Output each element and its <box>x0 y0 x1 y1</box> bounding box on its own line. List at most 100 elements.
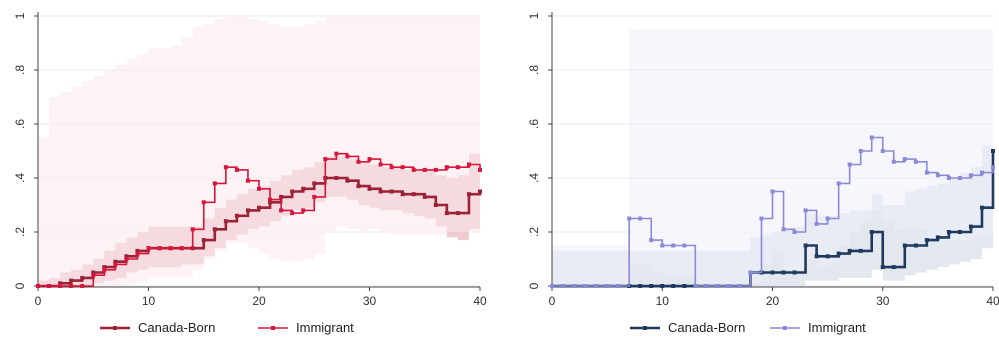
x-tick-label: 40 <box>986 294 999 308</box>
x-tick-label: 0 <box>35 294 42 308</box>
data-point-immigrant <box>550 284 554 288</box>
data-point-immigrant <box>466 162 471 167</box>
legend-marker <box>271 326 275 330</box>
y-tick-label: 1 <box>527 12 541 19</box>
legend-item-canada-born: Canada-Born <box>100 320 215 335</box>
data-point-immigrant <box>455 165 460 170</box>
data-point-canada-born <box>290 189 295 194</box>
legend-label: Immigrant <box>296 320 354 335</box>
data-point-canada-born <box>902 243 907 248</box>
data-point-immigrant <box>411 167 416 172</box>
data-point-immigrant <box>693 284 698 288</box>
data-point-immigrant <box>935 173 940 178</box>
data-point-immigrant <box>880 149 885 153</box>
legend-item-immigrant: Immigrant <box>258 320 354 335</box>
legend-item-immigrant: Immigrant <box>770 320 866 335</box>
ci-band-immigrant <box>552 29 993 286</box>
data-point-immigrant <box>858 149 863 153</box>
data-point-canada-born <box>367 186 372 191</box>
data-point-canada-born <box>411 192 416 197</box>
data-point-immigrant <box>279 208 284 213</box>
data-point-immigrant <box>715 284 720 288</box>
data-point-immigrant <box>991 165 995 170</box>
data-point-canada-born <box>991 149 995 153</box>
data-point-canada-born <box>389 189 394 194</box>
data-point-canada-born <box>891 265 896 270</box>
data-point-canada-born <box>124 254 129 259</box>
ci-band-immigrant <box>38 16 480 286</box>
data-point-immigrant <box>378 162 383 167</box>
data-point-immigrant <box>968 173 973 178</box>
legend-marker <box>643 326 647 330</box>
data-point-canada-born <box>836 251 841 256</box>
y-tick-label: 1 <box>13 12 27 19</box>
data-point-canada-born <box>660 284 665 288</box>
data-point-canada-born <box>803 243 808 248</box>
data-point-immigrant <box>102 267 107 272</box>
data-point-immigrant <box>660 243 665 248</box>
data-point-canada-born <box>201 238 206 243</box>
data-point-canada-born <box>825 254 830 259</box>
data-point-canada-born <box>91 270 96 275</box>
x-tick-label: 10 <box>142 294 156 308</box>
data-point-canada-born <box>223 219 228 224</box>
x-tick-label: 20 <box>766 294 780 308</box>
data-point-immigrant <box>356 159 361 164</box>
data-point-immigrant <box>946 176 951 180</box>
data-point-immigrant <box>367 157 372 162</box>
legend-label: Immigrant <box>808 320 866 335</box>
data-point-canada-born <box>792 270 797 275</box>
data-point-immigrant <box>649 238 654 243</box>
data-point-immigrant <box>924 170 929 175</box>
data-point-canada-born <box>968 224 973 229</box>
data-point-immigrant <box>400 165 405 170</box>
legend-item-canada-born: Canada-Born <box>630 320 745 335</box>
y-tick-label: 0 <box>13 282 27 289</box>
data-point-immigrant <box>814 221 819 226</box>
data-point-immigrant <box>47 284 52 288</box>
data-point-immigrant <box>245 178 250 183</box>
data-point-canada-born <box>113 259 118 264</box>
data-point-immigrant <box>902 157 907 162</box>
data-point-immigrant <box>803 208 808 213</box>
x-tick-label: 10 <box>656 294 670 308</box>
data-point-canada-born <box>444 211 449 216</box>
data-point-canada-born <box>80 275 85 280</box>
y-tick-label: .6 <box>527 119 541 129</box>
data-point-canada-born <box>638 284 643 288</box>
data-point-immigrant <box>422 167 427 172</box>
data-point-immigrant <box>444 165 449 170</box>
data-point-canada-born <box>378 189 383 194</box>
data-point-canada-born <box>234 213 239 218</box>
data-point-canada-born <box>478 189 482 194</box>
data-point-canada-born <box>924 238 929 243</box>
data-point-canada-born <box>257 205 261 210</box>
data-point-canada-born <box>400 192 405 197</box>
data-point-canada-born <box>913 243 918 248</box>
data-point-immigrant <box>389 165 394 170</box>
data-point-canada-born <box>946 230 951 234</box>
data-point-immigrant <box>223 165 228 170</box>
data-point-canada-born <box>957 230 962 234</box>
x-tick-label: 30 <box>876 294 890 308</box>
data-point-immigrant <box>913 159 918 164</box>
data-point-immigrant <box>583 284 588 288</box>
data-point-canada-born <box>356 184 361 189</box>
x-tick-label: 40 <box>473 294 487 308</box>
data-point-immigrant <box>671 243 676 248</box>
data-point-immigrant <box>268 197 273 202</box>
data-point-immigrant <box>135 251 140 256</box>
data-point-canada-born <box>268 200 273 205</box>
data-point-immigrant <box>113 262 118 267</box>
data-point-canada-born <box>858 248 863 253</box>
data-point-canada-born <box>466 192 471 197</box>
data-point-immigrant <box>561 284 566 288</box>
data-point-immigrant <box>124 257 129 261</box>
data-point-canada-born <box>279 194 284 199</box>
data-point-canada-born <box>935 235 940 240</box>
data-point-immigrant <box>323 157 328 162</box>
data-point-canada-born <box>869 230 874 234</box>
data-point-immigrant <box>36 284 40 288</box>
